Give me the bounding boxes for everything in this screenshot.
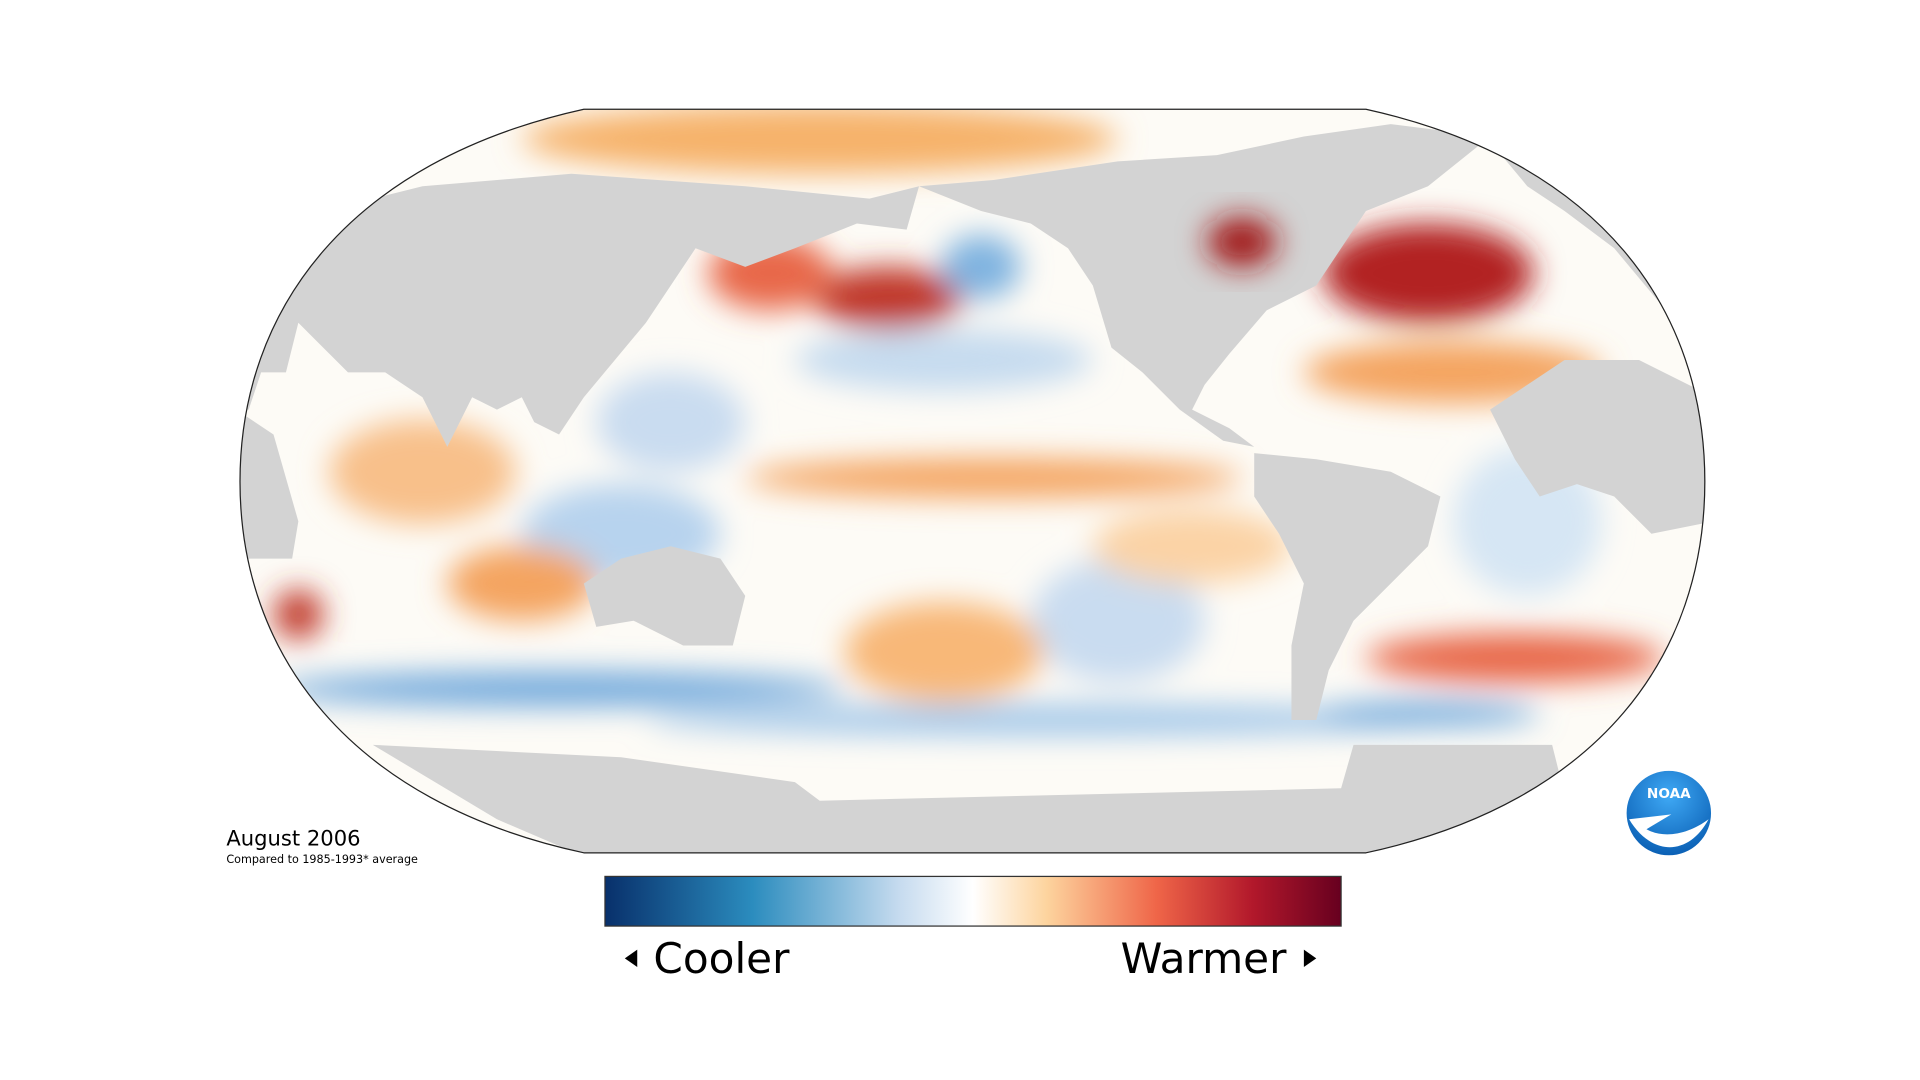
cooler-arrow bbox=[624, 949, 638, 968]
map-title: August 2006 bbox=[226, 825, 360, 850]
logo-label: NOAA bbox=[1647, 786, 1691, 802]
map-outline bbox=[239, 108, 1706, 854]
map-subtitle: Compared to 1985-1993* average bbox=[226, 853, 418, 866]
map bbox=[240, 109, 1705, 853]
legend-low-label: Cooler bbox=[653, 934, 790, 983]
noaa-logo: NOAA bbox=[1624, 768, 1714, 858]
warmer-arrow bbox=[1303, 949, 1317, 968]
logo-bird bbox=[1629, 814, 1709, 848]
color-scale bbox=[604, 875, 1342, 927]
hudson-bay-anomaly bbox=[1207, 217, 1277, 267]
legend-high-label: Warmer bbox=[1121, 934, 1288, 983]
